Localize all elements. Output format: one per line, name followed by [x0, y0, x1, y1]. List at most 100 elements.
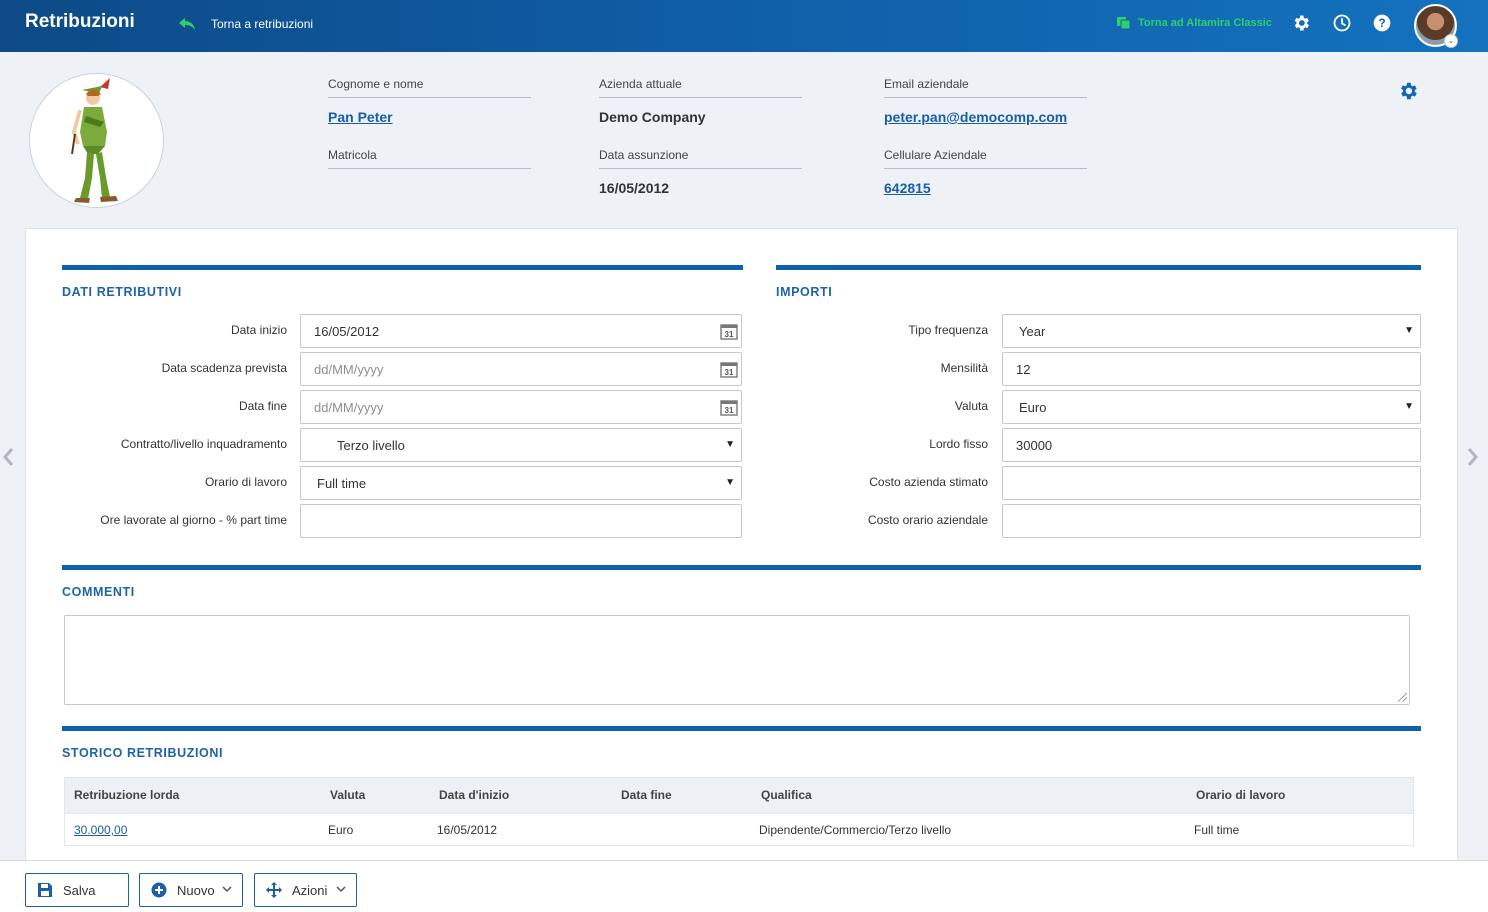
dati-retributivi-title: DATI RETRIBUTIVI: [62, 285, 182, 299]
calendar-icon-text: 31: [725, 330, 734, 339]
orario-select[interactable]: Full time ▼: [300, 466, 742, 500]
table-header: Retribuzione lorda Valuta Data d'inizio …: [65, 778, 1413, 813]
ore-lavorate-label: Ore lavorate al giorno - % part time: [100, 513, 287, 527]
help-icon[interactable]: ?: [1372, 13, 1392, 33]
column-header[interactable]: Orario di lavoro: [1196, 788, 1286, 802]
column-header[interactable]: Qualifica: [761, 788, 812, 802]
actions-button[interactable]: Azioni: [254, 873, 357, 907]
contratto-value: Terzo livello: [337, 437, 405, 453]
svg-text:?: ?: [1378, 17, 1385, 30]
section-bar: [776, 265, 1421, 270]
column-header[interactable]: Valuta: [330, 788, 366, 802]
mensilita-input[interactable]: 12: [1002, 352, 1421, 386]
chevron-down-icon: [336, 886, 346, 893]
data-scadenza-placeholder: dd/MM/yyyy: [314, 361, 384, 377]
column-header[interactable]: Retribuzione lorda: [74, 788, 180, 802]
classic-link-label: Torna ad Altamira Classic: [1138, 17, 1272, 29]
data-inizio-label: Data inizio: [230, 323, 287, 337]
profile-settings-gear-icon[interactable]: [1397, 80, 1419, 102]
phone-link[interactable]: 642815: [884, 180, 931, 196]
settings-gear-icon[interactable]: [1291, 13, 1311, 33]
costo-azienda-label: Costo azienda stimato: [869, 475, 988, 489]
company-label: Azienda attuale: [599, 77, 802, 98]
storico-table: Retribuzione lorda Valuta Data d'inizio …: [64, 777, 1414, 846]
calendar-icon-text: 31: [725, 406, 734, 415]
section-bar: [62, 565, 1421, 570]
retribuzione-lorda-link[interactable]: 30.000,00: [74, 823, 128, 837]
column-header[interactable]: Data d'inizio: [439, 788, 510, 802]
calendar-icon[interactable]: 31: [720, 323, 738, 340]
tipo-frequenza-label: Tipo frequenza: [908, 323, 988, 337]
mensilita-label: Mensilità: [940, 361, 988, 375]
save-button[interactable]: Salva: [25, 873, 129, 907]
actions-label: Azioni: [292, 882, 328, 898]
chevron-down-icon: ⌄: [1444, 34, 1458, 48]
column-header[interactable]: Data fine: [621, 788, 672, 802]
matricola-label: Matricola: [328, 148, 531, 169]
data-scadenza-label: Data scadenza prevista: [161, 361, 287, 375]
retribution-card: DATI RETRIBUTIVI Data inizio 16/05/2012 …: [25, 228, 1458, 868]
data-fine-label: Data fine: [238, 399, 287, 413]
employee-photo: [29, 73, 164, 208]
chevron-right-icon[interactable]: [1466, 446, 1480, 468]
table-cell: 16/05/2012: [437, 823, 498, 837]
user-avatar[interactable]: ⌄: [1414, 4, 1458, 48]
peter-pan-illustration: [71, 78, 118, 203]
chevron-down-icon: [222, 886, 232, 893]
commenti-title: COMMENTI: [62, 585, 135, 599]
valuta-value: Euro: [1019, 399, 1047, 415]
table-cell: Euro: [328, 823, 354, 837]
employee-name-link[interactable]: Pan Peter: [328, 109, 393, 125]
tipo-frequenza-select[interactable]: Year ▼: [1002, 314, 1421, 348]
contratto-label: Contratto/livello inquadramento: [120, 437, 287, 451]
costo-orario-input[interactable]: [1002, 504, 1421, 538]
top-bar: Retribuzioni Torna a retribuzioni Torna …: [0, 0, 1488, 52]
save-icon: [38, 883, 52, 897]
data-inizio-input[interactable]: 16/05/2012 31: [300, 314, 742, 348]
storico-title: STORICO RETRIBUZIONI: [62, 746, 224, 760]
save-label: Salva: [63, 882, 96, 898]
data-inizio-value: 16/05/2012: [314, 323, 380, 339]
chevron-left-icon[interactable]: [1, 446, 15, 468]
tipo-frequenza-value: Year: [1019, 323, 1046, 339]
move-arrows-icon: [266, 882, 282, 898]
table-row[interactable]: 30.000,00 Euro 16/05/2012 Dipendente/Com…: [65, 813, 1413, 845]
calendar-icon[interactable]: 31: [720, 399, 738, 416]
calendar-icon[interactable]: 31: [720, 361, 738, 378]
lordo-fisso-input[interactable]: 30000: [1002, 428, 1421, 462]
data-fine-input[interactable]: dd/MM/yyyy 31: [300, 390, 742, 424]
altamira-classic-link[interactable]: Torna ad Altamira Classic: [1116, 16, 1272, 30]
back-arrow-icon: [179, 18, 195, 30]
dropdown-caret-icon: ▼: [1404, 325, 1414, 336]
back-to-retribuzioni-link[interactable]: Torna a retribuzioni: [178, 17, 313, 31]
classic-windows-icon: [1117, 17, 1131, 30]
data-scadenza-input[interactable]: dd/MM/yyyy 31: [300, 352, 742, 386]
dropdown-caret-icon: ▼: [1404, 401, 1414, 412]
contratto-select[interactable]: Terzo livello ▼: [300, 428, 742, 462]
app-title: Retribuzioni: [25, 11, 135, 32]
dropdown-caret-icon: ▼: [725, 477, 735, 488]
hire-date-label: Data assunzione: [599, 148, 802, 169]
table-cell: Full time: [1194, 823, 1240, 837]
costo-azienda-input[interactable]: [1002, 466, 1421, 500]
section-bar: [62, 265, 743, 270]
ore-lavorate-input[interactable]: [300, 504, 742, 538]
hire-date-value: 16/05/2012: [599, 180, 670, 196]
data-fine-placeholder: dd/MM/yyyy: [314, 399, 384, 415]
commenti-textarea[interactable]: [64, 615, 1410, 705]
section-bar: [62, 726, 1421, 731]
email-link[interactable]: peter.pan@democomp.com: [884, 109, 1068, 125]
valuta-select[interactable]: Euro ▼: [1002, 390, 1421, 424]
orario-value: Full time: [317, 475, 367, 491]
calendar-icon-text: 31: [725, 368, 734, 377]
email-label: Email aziendale: [884, 77, 1087, 98]
orario-label: Orario di lavoro: [204, 475, 287, 489]
back-link-label: Torna a retribuzioni: [211, 17, 314, 31]
history-clock-icon[interactable]: [1332, 13, 1352, 33]
mensilita-value: 12: [1016, 361, 1031, 377]
resize-grip-icon[interactable]: [1398, 693, 1407, 702]
add-circle-icon: [151, 882, 167, 898]
dropdown-caret-icon: ▼: [725, 439, 735, 450]
phone-label: Cellulare Aziendale: [884, 148, 1087, 169]
new-button[interactable]: Nuovo: [139, 873, 243, 907]
